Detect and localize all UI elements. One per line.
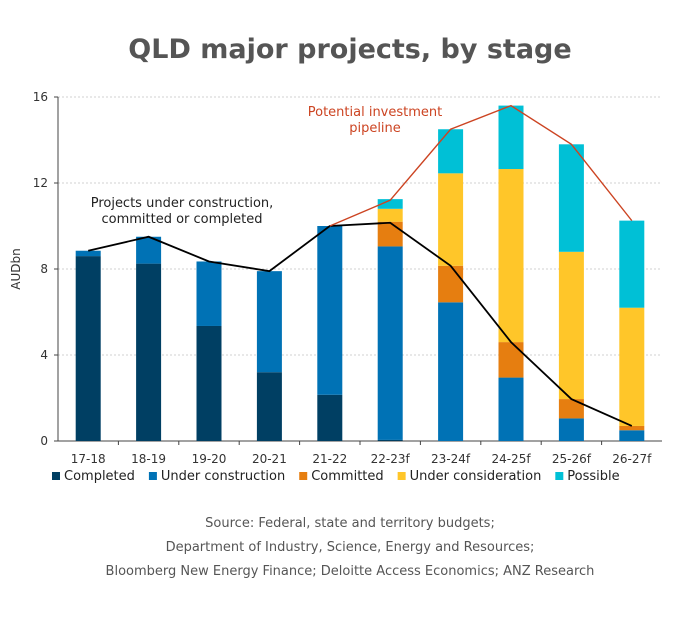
pipeline-line — [329, 104, 633, 227]
source-line-2: Department of Industry, Science, Energy … — [165, 540, 535, 555]
y-tick-label: 0 — [40, 434, 48, 448]
legend: Completed Under construction Committed Unde… — [52, 469, 620, 484]
legend-label: Under construction — [161, 469, 285, 484]
annotation-pipeline: pipeline — [349, 121, 401, 136]
bars — [75, 105, 645, 441]
annotation-construction: committed or completed — [101, 212, 262, 227]
annotation-pipeline: Potential investment — [308, 105, 443, 120]
bar-completed — [377, 439, 403, 441]
legend-swatch — [555, 472, 564, 480]
bar-possible — [619, 220, 645, 308]
legend-label: Possible — [567, 469, 619, 484]
annotation-construction: Projects under construction, — [91, 196, 274, 211]
bar-completed — [317, 394, 343, 441]
x-tick-label: 19-20 — [192, 452, 227, 466]
bar-under-construction — [619, 430, 645, 441]
bar-under-consideration — [498, 169, 524, 343]
legend-swatch — [52, 472, 60, 480]
source-line-1: Source: Federal, state and territory bud… — [205, 516, 495, 531]
bar-possible — [558, 144, 584, 252]
construction-line — [87, 221, 633, 427]
bar-committed — [619, 425, 645, 431]
bar-possible — [498, 105, 524, 170]
bar-under-construction — [377, 246, 403, 440]
bar-completed — [256, 372, 282, 441]
bar-completed — [136, 263, 162, 441]
chart-title: QLD major projects, by stage — [128, 34, 572, 65]
y-tick-label: 12 — [33, 176, 48, 190]
x-tick-label: 25-26f — [552, 452, 592, 466]
bar-committed — [558, 399, 584, 419]
bar-committed — [438, 265, 464, 303]
annotations: Projects under construction,committed or… — [91, 105, 443, 227]
x-tick-label: 24-25f — [491, 452, 531, 466]
x-tick-label: 17-18 — [71, 452, 106, 466]
bar-committed — [498, 342, 524, 378]
legend-swatch — [148, 472, 157, 480]
x-tick-label: 18-19 — [131, 452, 166, 466]
source-line-3: Bloomberg New Energy Finance; Deloitte A… — [105, 564, 595, 579]
y-tick-label: 4 — [40, 348, 48, 362]
bar-under-construction — [256, 271, 282, 373]
x-tick-label: 22-23f — [371, 452, 411, 466]
bar-under-construction — [558, 418, 584, 441]
bar-possible — [377, 199, 403, 209]
legend-swatch — [299, 472, 308, 480]
bar-possible — [438, 129, 464, 174]
legend-swatch — [397, 472, 406, 480]
x-tick-label: 23-24f — [431, 452, 471, 466]
trend-lines — [87, 104, 633, 427]
y-tick-label: 16 — [33, 90, 48, 104]
x-tick-label: 20-21 — [252, 452, 287, 466]
legend-label: Committed — [311, 469, 383, 484]
bar-under-consideration — [377, 208, 403, 222]
bar-under-construction — [317, 226, 343, 395]
bar-under-consideration — [558, 251, 584, 400]
axes: 0 4 8 12 16 AUDbn 17-18 18-19 19-20 20-21 21-22 22-… — [9, 90, 662, 466]
bar-under-construction — [438, 302, 464, 441]
bar-under-consideration — [438, 173, 464, 266]
bar-completed — [75, 256, 101, 441]
x-tick-label: 21-22 — [312, 452, 347, 466]
source-note: Source: Federal, state and territory bud… — [0, 512, 700, 584]
legend-label: Under consideration — [410, 469, 542, 484]
bar-committed — [377, 221, 403, 247]
bar-under-construction — [196, 261, 222, 326]
bar-under-construction — [136, 236, 162, 264]
y-tick-label: 8 — [40, 262, 48, 276]
bar-under-construction — [75, 250, 101, 257]
legend-label: Completed — [64, 469, 135, 484]
bar-under-consideration — [619, 307, 645, 426]
y-axis-label: AUDbn — [9, 248, 23, 289]
x-tick-label: 26-27f — [612, 452, 652, 466]
stacked-bar-chart: 0 4 8 12 16 AUDbn 17-18 18-19 19-20 20-21 21-22 22-… — [9, 90, 662, 484]
bar-completed — [196, 325, 222, 441]
bar-under-construction — [498, 377, 524, 441]
